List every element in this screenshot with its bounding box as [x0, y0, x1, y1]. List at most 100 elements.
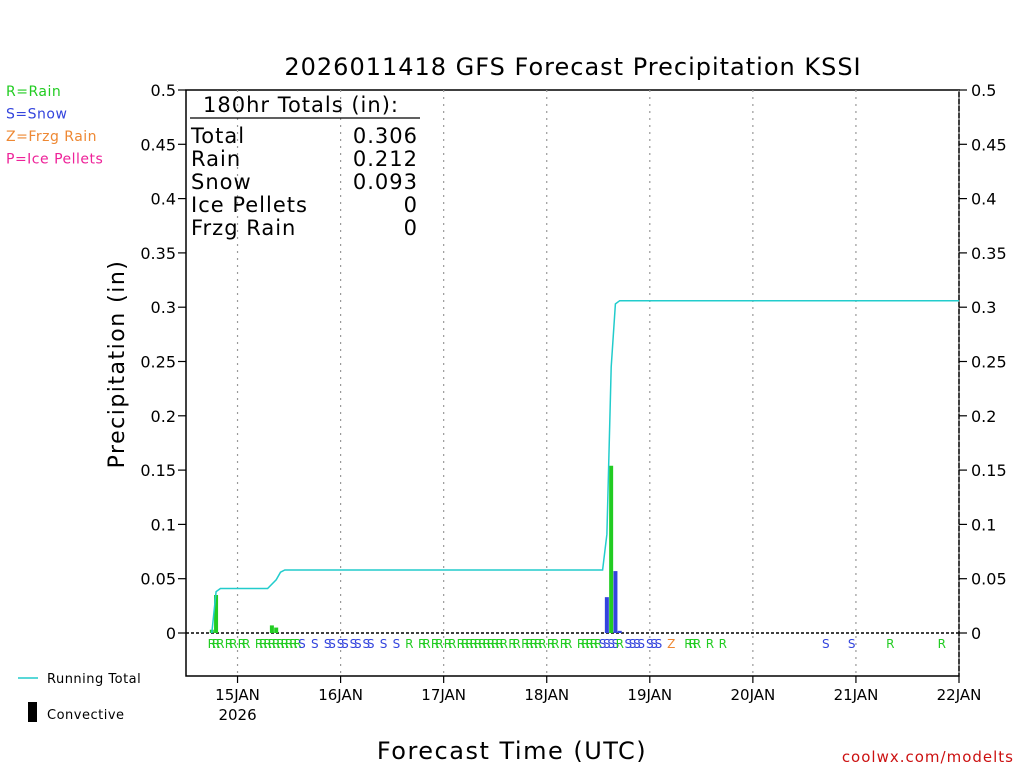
- precip-type-marker: R: [564, 637, 572, 651]
- totals-label: Snow: [191, 170, 252, 194]
- precip-bar: [214, 594, 219, 633]
- precip-type-marker: S: [367, 637, 375, 651]
- precip-type-marker: R: [886, 637, 894, 651]
- precip-type-marker: R: [242, 637, 250, 651]
- y-tick-label: 0.5: [151, 81, 176, 100]
- series-legend: Running Total Convective: [18, 672, 141, 723]
- precip-type-marker: S: [603, 637, 611, 651]
- precip-type-marker: R: [594, 637, 602, 651]
- precip-type-marker: S: [822, 637, 830, 651]
- precip-type-marker: R: [491, 637, 499, 651]
- precip-type-marker: R: [293, 637, 301, 651]
- precip-type-marker: R: [281, 637, 289, 651]
- y-tick-label: 0.2: [151, 407, 176, 426]
- precip-type-marker: R: [225, 637, 233, 651]
- plot-frame: [185, 89, 960, 677]
- y-tick-label: 0.45: [140, 135, 176, 154]
- totals-value: 0: [404, 193, 418, 217]
- legend-bar-swatch: [28, 702, 37, 722]
- y-tick-label-right: 0: [971, 624, 981, 643]
- y-tick-label-right: 0.1: [971, 515, 996, 534]
- y-tick-label: 0.1: [151, 515, 176, 534]
- precip-type-marker: S: [599, 637, 607, 651]
- precip-type-marker: S: [655, 637, 663, 651]
- precip-type-marker: R: [938, 637, 946, 651]
- precip-type-marker: R: [268, 637, 276, 651]
- totals-label: Rain: [191, 147, 241, 171]
- precip-type-marker: R: [482, 637, 490, 651]
- y-tick-label-right: 0.25: [971, 353, 1007, 372]
- precip-type-marker: R: [684, 637, 692, 651]
- precip-type-marker: S: [380, 637, 388, 651]
- precip-bar: [604, 597, 609, 633]
- precip-type-marker: R: [238, 637, 246, 651]
- totals-value: 0: [404, 216, 418, 240]
- precip-type-marker: R: [590, 637, 598, 651]
- precip-type-marker: S: [625, 637, 633, 651]
- site-label: coolwx.com/modelts: [842, 748, 1014, 766]
- vertical-gridlines: [236, 90, 960, 676]
- precip-type-marker: R: [551, 637, 559, 651]
- totals-value: 0.306: [353, 124, 418, 148]
- totals-heading: 180hr Totals (in):: [203, 93, 399, 117]
- y-tick-label: 0.25: [140, 353, 176, 372]
- precip-type-marker: R: [422, 637, 430, 651]
- precip-type-marker: S: [633, 637, 641, 651]
- precip-type-marker: R: [289, 637, 297, 651]
- chart-title: 2026011418 GFS Forecast Precipitation KS…: [284, 53, 861, 81]
- precip-type-marker: R: [431, 637, 439, 651]
- precip-type-marker: R: [461, 637, 469, 651]
- y-tick-label: 0.3: [151, 298, 176, 317]
- totals-label: Ice Pellets: [191, 193, 308, 217]
- legend-label: Convective: [47, 708, 125, 723]
- precip-type-marker: R: [259, 637, 267, 651]
- precip-type-marker: R: [229, 637, 237, 651]
- precip-type-marker: R: [285, 637, 293, 651]
- precip-type-marker: R: [525, 637, 533, 651]
- x-tick-label: 22JAN: [937, 686, 982, 704]
- precip-type-marker: R: [444, 637, 452, 651]
- precip-type-marker: R: [538, 637, 546, 651]
- y-tick-label-right: 0.15: [971, 461, 1007, 480]
- precip-type-marker: R: [212, 637, 220, 651]
- precip-type-marker: R: [418, 637, 426, 651]
- precip-type-marker: S: [363, 637, 371, 651]
- precip-type-marker: R: [495, 637, 503, 651]
- totals-box: 180hr Totals (in): Total 0.306 Rain 0.212 Sn…: [190, 93, 420, 240]
- precip-type-marker: R: [577, 637, 585, 651]
- precip-type-marker: R: [706, 637, 714, 651]
- precip-type-marker: R: [616, 637, 624, 651]
- type-legend-item: R=Rain: [6, 84, 61, 100]
- precip-type-marker: R: [547, 637, 555, 651]
- y-tick-label: 0.35: [140, 244, 176, 263]
- y-tick-label-right: 0.2: [971, 407, 996, 426]
- y-tick-label-right: 0.35: [971, 244, 1007, 263]
- y-tick-label-right: 0.4: [971, 190, 996, 209]
- precip-type-marker: R: [487, 637, 495, 651]
- totals-label: Frzg Rain: [191, 216, 296, 240]
- y-tick-label: 0: [166, 624, 176, 643]
- precip-type-marker: S: [350, 637, 358, 651]
- precip-type-marker: S: [354, 637, 362, 651]
- precip-type-marker: R: [465, 637, 473, 651]
- precip-type-marker: R: [457, 637, 465, 651]
- precip-type-marker: R: [405, 637, 413, 651]
- x-tick-label: 17JAN: [421, 686, 466, 704]
- precip-bar: [613, 571, 618, 633]
- precip-bar: [269, 625, 274, 633]
- precip-type-marker: R: [478, 637, 486, 651]
- y-axis-label: Precipitation (in): [105, 260, 130, 469]
- precip-type-marker: R: [263, 637, 271, 651]
- totals-label: Total: [190, 124, 245, 148]
- precip-type-marker: R: [521, 637, 529, 651]
- precip-type-marker: S: [393, 637, 401, 651]
- x-tick-sublabel: 2026: [218, 706, 256, 724]
- precip-bar: [609, 465, 614, 633]
- precip-type-marker: R: [513, 637, 521, 651]
- precip-type-marker: R: [693, 637, 701, 651]
- precip-type-marker: R: [581, 637, 589, 651]
- x-tick-label: 15JAN: [215, 686, 260, 704]
- precip-type-marker: S: [646, 637, 654, 651]
